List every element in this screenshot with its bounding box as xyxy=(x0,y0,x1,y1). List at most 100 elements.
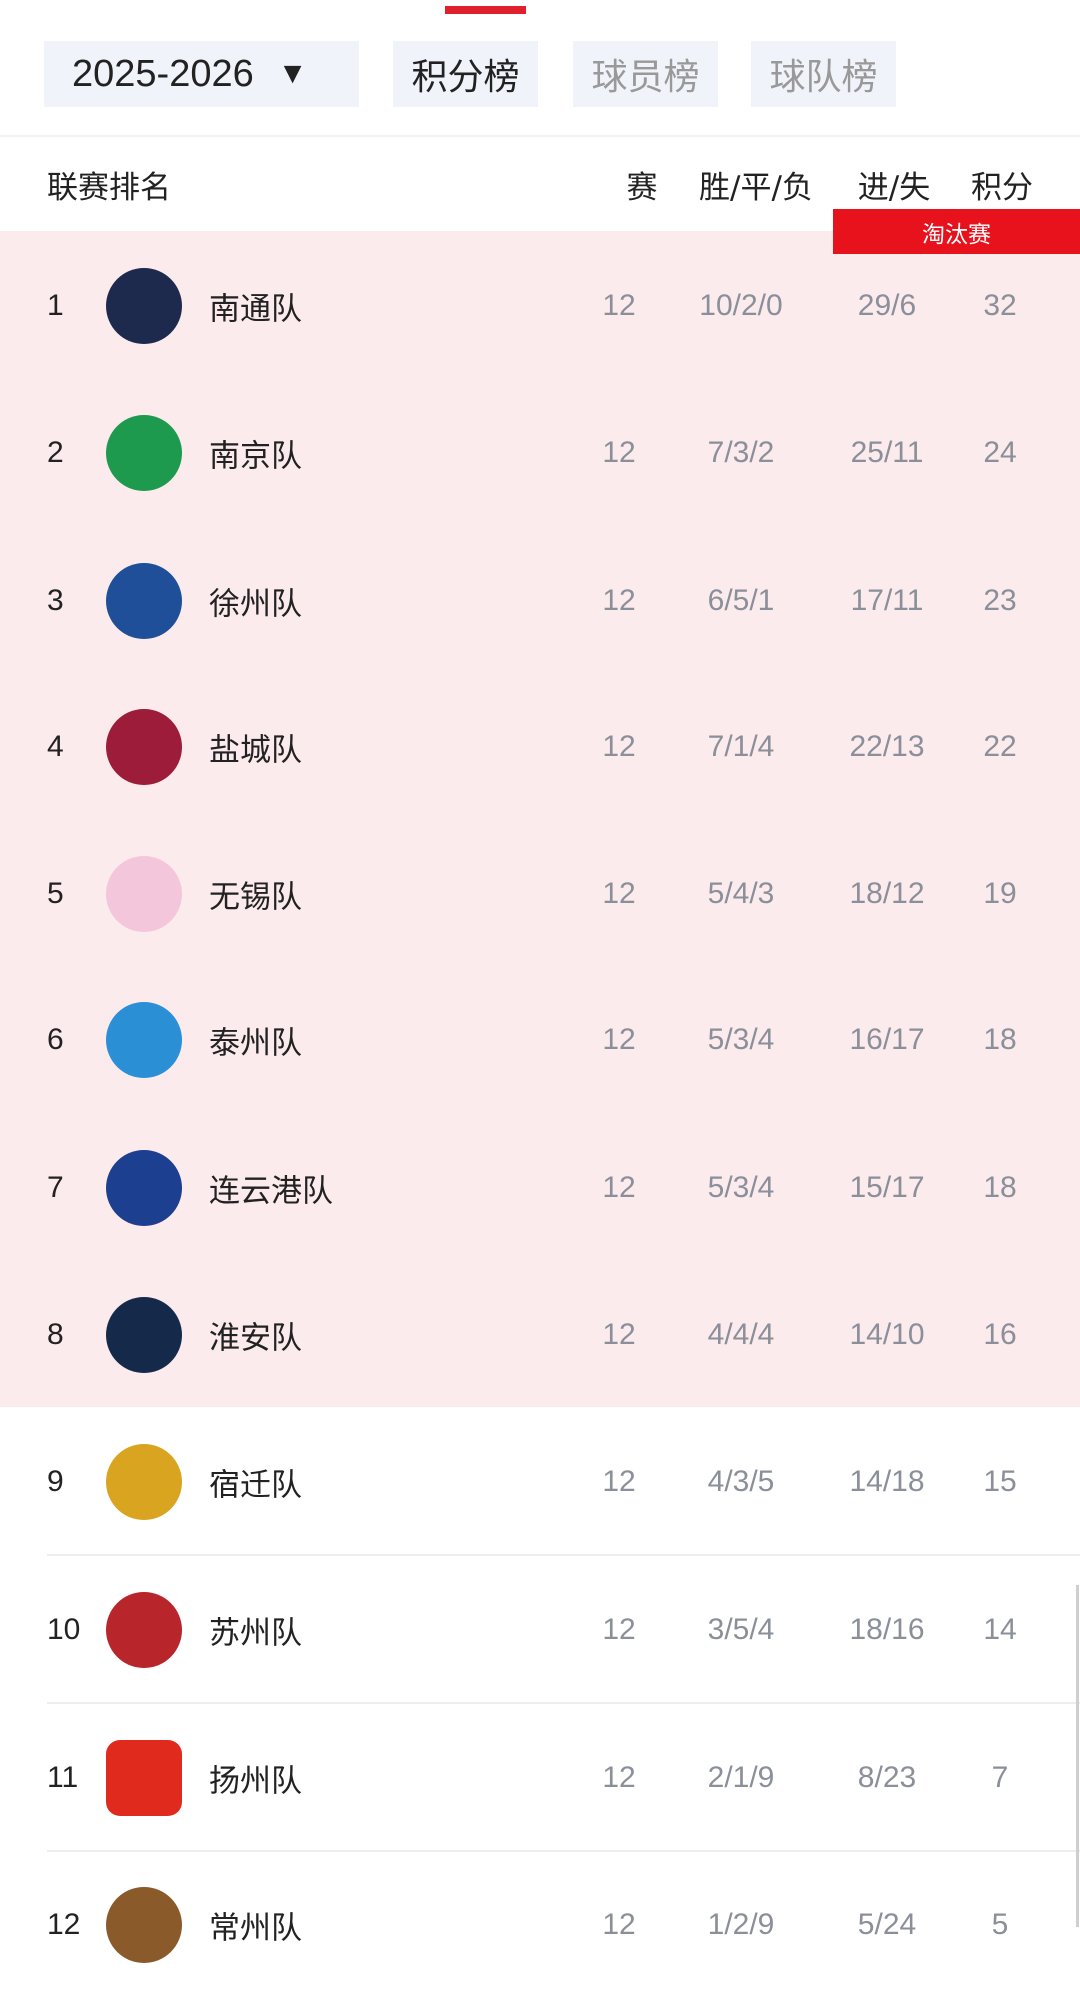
win-draw-loss: 4/3/5 xyxy=(707,1464,775,1498)
win-draw-loss: 10/2/0 xyxy=(699,288,783,322)
win-draw-loss: 7/1/4 xyxy=(707,729,775,763)
played: 12 xyxy=(602,1022,636,1056)
win-draw-loss: 7/3/2 xyxy=(707,435,775,469)
team-name: 淮安队 xyxy=(209,1320,302,1356)
goals-for-against: 25/11 xyxy=(850,435,924,469)
points: 18 xyxy=(983,1170,1017,1204)
points: 22 xyxy=(983,729,1017,763)
points: 15 xyxy=(983,1464,1017,1498)
col-played: 赛 xyxy=(626,170,658,206)
team-logo-icon xyxy=(106,1591,182,1668)
team-rank: 4 xyxy=(47,729,64,763)
team-name: 徐州队 xyxy=(209,586,302,622)
win-draw-loss: 5/3/4 xyxy=(707,1170,775,1204)
points: 18 xyxy=(983,1022,1017,1056)
tab-teams[interactable]: 球队榜 xyxy=(751,41,896,107)
goals-for-against: 15/17 xyxy=(849,1170,925,1204)
played: 12 xyxy=(602,1907,636,1941)
team-logo-icon xyxy=(106,267,182,344)
team-row[interactable]: 9 宿迁队 12 4/3/5 14/18 15 xyxy=(0,1408,1080,1555)
points: 24 xyxy=(983,435,1017,469)
divider xyxy=(47,1702,1080,1704)
goals-for-against: 17/11 xyxy=(850,583,924,617)
col-goals: 进/失 xyxy=(857,170,931,206)
col-wdl: 胜/平/负 xyxy=(699,170,813,206)
points: 14 xyxy=(983,1612,1017,1646)
win-draw-loss: 3/5/4 xyxy=(707,1612,775,1646)
playoff-zone xyxy=(0,231,1080,1407)
team-logo-icon xyxy=(106,1001,182,1078)
team-name: 扬州队 xyxy=(209,1763,302,1799)
team-name: 南通队 xyxy=(209,291,302,327)
goals-for-against: 18/16 xyxy=(849,1612,925,1646)
goals-for-against: 14/18 xyxy=(849,1464,925,1498)
team-row[interactable]: 8 淮安队 12 4/4/4 14/10 16 xyxy=(0,1261,1080,1408)
team-row[interactable]: 10 苏州队 12 3/5/4 18/16 14 xyxy=(0,1556,1080,1703)
played: 12 xyxy=(602,876,636,910)
team-logo-icon xyxy=(106,1739,182,1816)
win-draw-loss: 2/1/9 xyxy=(707,1760,775,1794)
team-name: 无锡队 xyxy=(209,879,302,915)
team-logo-icon xyxy=(106,1443,182,1520)
played: 12 xyxy=(602,729,636,763)
team-name: 连云港队 xyxy=(209,1173,333,1209)
goals-for-against: 16/17 xyxy=(849,1022,925,1056)
tab-players[interactable]: 球员榜 xyxy=(573,41,718,107)
played: 12 xyxy=(602,1760,636,1794)
team-rank: 2 xyxy=(47,435,64,469)
team-name: 常州队 xyxy=(209,1910,302,1946)
goals-for-against: 5/24 xyxy=(857,1907,917,1941)
goals-for-against: 29/6 xyxy=(857,288,917,322)
team-row[interactable]: 12 常州队 12 1/2/9 5/24 5 xyxy=(0,1851,1080,1998)
team-rank: 8 xyxy=(47,1317,64,1351)
team-rank: 9 xyxy=(47,1464,64,1498)
team-name: 南京队 xyxy=(209,438,302,474)
played: 12 xyxy=(602,1170,636,1204)
team-row[interactable]: 1 南通队 12 10/2/0 29/6 32 xyxy=(0,232,1080,379)
goals-for-against: 18/12 xyxy=(849,876,925,910)
win-draw-loss: 1/2/9 xyxy=(707,1907,775,1941)
team-name: 苏州队 xyxy=(209,1615,302,1651)
points: 32 xyxy=(983,288,1017,322)
divider xyxy=(0,135,1080,137)
active-tab-indicator xyxy=(445,6,526,14)
win-draw-loss: 5/3/4 xyxy=(707,1022,775,1056)
team-row[interactable]: 5 无锡队 12 5/4/3 18/12 19 xyxy=(0,820,1080,967)
played: 12 xyxy=(602,1464,636,1498)
season-value: 2025-2026 xyxy=(72,52,254,95)
team-row[interactable]: 6 泰州队 12 5/3/4 16/17 18 xyxy=(0,966,1080,1113)
season-dropdown[interactable]: 2025-2026 ▼ xyxy=(44,41,359,107)
team-rank: 5 xyxy=(47,876,64,910)
played: 12 xyxy=(602,583,636,617)
team-logo-icon xyxy=(106,708,182,785)
points: 5 xyxy=(991,1907,1009,1941)
played: 12 xyxy=(602,1317,636,1351)
team-row[interactable]: 11 扬州队 12 2/1/9 8/23 7 xyxy=(0,1704,1080,1851)
team-rank: 6 xyxy=(47,1022,64,1056)
team-rank: 1 xyxy=(47,288,64,322)
goals-for-against: 22/13 xyxy=(849,729,925,763)
goals-for-against: 8/23 xyxy=(857,1760,917,1794)
team-rank: 10 xyxy=(47,1612,81,1646)
team-row[interactable]: 2 南京队 12 7/3/2 25/11 24 xyxy=(0,379,1080,526)
team-logo-icon xyxy=(106,562,182,639)
team-row[interactable]: 7 连云港队 12 5/3/4 15/17 18 xyxy=(0,1114,1080,1261)
scrollbar[interactable] xyxy=(1076,1585,1079,1927)
team-rank: 7 xyxy=(47,1170,64,1204)
team-row[interactable]: 3 徐州队 12 6/5/1 17/11 23 xyxy=(0,527,1080,674)
team-logo-icon xyxy=(106,1296,182,1373)
goals-for-against: 14/10 xyxy=(849,1317,925,1351)
divider xyxy=(47,1554,1080,1556)
team-logo-icon xyxy=(106,1149,182,1226)
tab-standings[interactable]: 积分榜 xyxy=(393,41,538,107)
caret-down-icon: ▼ xyxy=(277,57,308,90)
divider xyxy=(47,1850,1080,1852)
played: 12 xyxy=(602,288,636,322)
playoff-badge: 淘汰赛 xyxy=(833,209,1080,254)
win-draw-loss: 4/4/4 xyxy=(707,1317,775,1351)
points: 16 xyxy=(983,1317,1017,1351)
team-row[interactable]: 4 盐城队 12 7/1/4 22/13 22 xyxy=(0,673,1080,820)
team-rank: 11 xyxy=(47,1760,79,1794)
win-draw-loss: 5/4/3 xyxy=(707,876,775,910)
col-points: 积分 xyxy=(971,170,1033,206)
